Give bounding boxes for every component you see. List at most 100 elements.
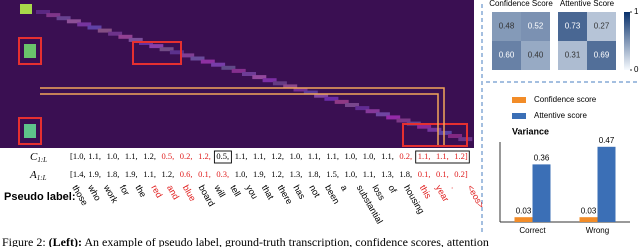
score-text: 1.1, xyxy=(436,151,449,161)
score-text: 1.3, xyxy=(290,169,303,179)
score-text: 1.2, xyxy=(198,151,211,161)
legend-swatch xyxy=(512,113,526,119)
matrix-title: Confidence Score xyxy=(489,0,553,8)
score-box xyxy=(213,150,232,164)
score-text: 1.3, xyxy=(381,169,394,179)
matrix-value: 0.73 xyxy=(565,22,581,31)
token: will xyxy=(212,182,227,199)
bar xyxy=(579,217,598,222)
score-text: 0.2, xyxy=(399,151,412,161)
token: . xyxy=(449,183,459,190)
token: red xyxy=(149,183,164,199)
score-text: 1.1, xyxy=(381,151,394,161)
score-text: 1.1, xyxy=(326,151,339,161)
score-text: 1.2, xyxy=(271,169,284,179)
matrix-cell xyxy=(492,41,521,70)
score-text: 1.0, xyxy=(345,151,358,161)
matrix-value: 0.48 xyxy=(499,22,515,31)
x-tick-label: Correct xyxy=(519,226,546,235)
score-text: 1.9, xyxy=(125,169,138,179)
matrix-value: 0.52 xyxy=(528,22,544,31)
token: the xyxy=(133,183,148,199)
matrix-cell xyxy=(521,12,550,41)
token: a xyxy=(339,183,350,192)
caption: Figure 2: (Left): An example of pseudo l… xyxy=(2,235,489,247)
matrix-cell xyxy=(558,12,587,41)
score-text: 1.9, xyxy=(253,169,266,179)
highlight-box xyxy=(402,123,468,147)
x-tick-label: Wrong xyxy=(586,226,609,235)
heatmap-cell xyxy=(303,90,318,95)
heatmap-cell xyxy=(128,37,143,42)
token: year xyxy=(434,183,451,203)
heatmap-cell xyxy=(417,124,432,129)
heatmap-cell xyxy=(283,84,298,89)
score-text: 0.6, xyxy=(180,169,193,179)
heatmap-cell xyxy=(24,124,36,138)
heatmap-cell xyxy=(221,65,236,70)
colorbar-tick-label: 0 xyxy=(634,65,639,74)
token: there xyxy=(276,183,295,206)
score-text: 0.2, xyxy=(180,151,193,161)
score-text: 1.1, xyxy=(308,151,321,161)
token: been xyxy=(323,183,342,205)
matrix-cell xyxy=(492,12,521,41)
heatmap-cell xyxy=(108,31,123,36)
caption-text: Figure 2: (Left): An example of pseudo l… xyxy=(2,235,489,247)
highlight-box xyxy=(18,117,42,145)
token: you xyxy=(244,183,260,201)
score-text: 1.1, xyxy=(253,151,266,161)
heatmap-cell xyxy=(77,22,92,27)
matrix-cell xyxy=(587,41,616,70)
heatmap-cell xyxy=(56,16,71,21)
score-text: 1.1, xyxy=(88,151,101,161)
token: and xyxy=(165,183,181,201)
orange-guide xyxy=(40,93,439,145)
attentive-label: A1:L xyxy=(29,169,47,182)
heatmap-cell xyxy=(149,44,164,49)
score-text: 1.2] xyxy=(454,151,468,161)
matrix-cell xyxy=(521,41,550,70)
heatmap-diagonal xyxy=(36,10,473,142)
heatmap-cell xyxy=(262,78,277,83)
matrix-value: 0.31 xyxy=(565,51,581,60)
token: of xyxy=(386,183,399,195)
score-text: 1.1, xyxy=(143,169,156,179)
score-text: 0.3, xyxy=(216,169,229,179)
score-text: 1.0, xyxy=(235,169,248,179)
score-text: 0.5, xyxy=(216,151,229,161)
token: blue xyxy=(181,183,198,203)
heatmap-cell xyxy=(252,75,267,80)
score-text: 1.0, xyxy=(363,151,376,161)
heatmap-cell xyxy=(66,19,81,24)
confidence-label: C1:L xyxy=(30,151,47,164)
score-text: 1.1, xyxy=(418,151,431,161)
token: that xyxy=(260,183,276,201)
heatmap-cell xyxy=(190,56,205,61)
token: tell xyxy=(228,183,242,198)
score-text: 1.2, xyxy=(162,169,175,179)
score-text: 1.1, xyxy=(235,151,248,161)
score-text: 1.0, xyxy=(107,151,120,161)
value-label: 0.03 xyxy=(516,206,532,215)
legend-label: Attentive score xyxy=(534,111,587,120)
heatmap-cell xyxy=(293,87,308,92)
score-text: 1.1, xyxy=(125,151,138,161)
heatmap-cell xyxy=(272,81,287,86)
highlight-box xyxy=(18,37,42,65)
heatmap-cell xyxy=(211,62,226,67)
heatmap-cell xyxy=(427,127,442,132)
bar xyxy=(597,146,616,222)
legend-label: Confidence score xyxy=(534,95,597,104)
pseudo-label-title: Pseudo label: xyxy=(4,191,76,203)
heatmap-cell xyxy=(314,93,329,98)
heatmap-cell xyxy=(87,25,102,30)
value-label: 0.47 xyxy=(599,136,615,145)
heatmap-cell xyxy=(46,13,61,18)
heatmap-cell xyxy=(169,50,184,55)
heatmap-cell xyxy=(386,115,401,120)
score-text: [1.0, xyxy=(70,151,86,161)
heatmap-cell xyxy=(365,109,380,114)
heatmap-cell xyxy=(24,44,36,58)
heatmap-cell xyxy=(375,112,390,117)
